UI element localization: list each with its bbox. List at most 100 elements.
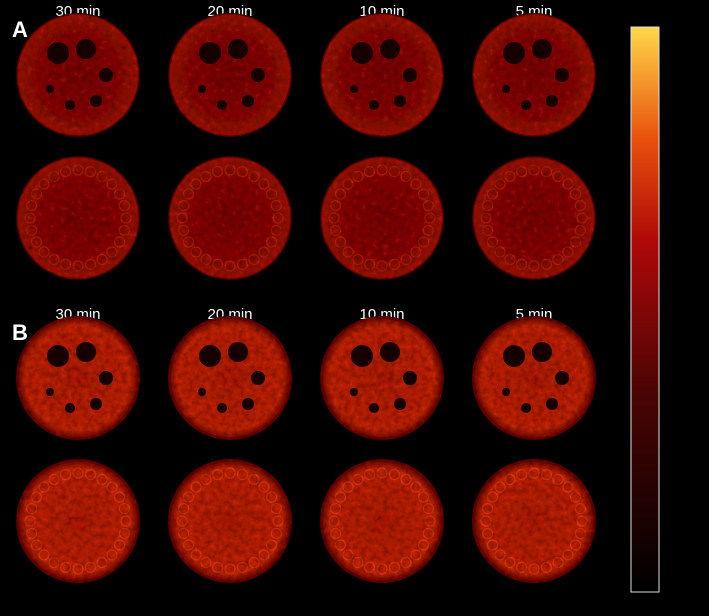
rod bbox=[424, 212, 436, 224]
rod bbox=[106, 246, 118, 258]
cold-spot bbox=[198, 388, 206, 396]
rod bbox=[272, 212, 284, 224]
phantom-disc bbox=[16, 156, 140, 280]
cold-spot bbox=[502, 388, 510, 396]
rod bbox=[106, 481, 118, 493]
panel-letter: B bbox=[12, 320, 28, 345]
rod bbox=[504, 170, 516, 183]
phantom-image bbox=[168, 316, 292, 440]
rod bbox=[211, 469, 224, 481]
rod bbox=[540, 469, 553, 481]
rod bbox=[417, 539, 430, 551]
rod bbox=[486, 491, 499, 503]
rod bbox=[113, 188, 126, 200]
cold-spot bbox=[99, 371, 113, 385]
rod bbox=[24, 212, 36, 224]
rod bbox=[342, 178, 354, 190]
rod bbox=[494, 246, 506, 258]
phantom-image bbox=[168, 13, 292, 137]
rod bbox=[26, 527, 38, 540]
rod bbox=[552, 473, 564, 486]
cold-spot bbox=[351, 345, 373, 367]
cold-spot bbox=[380, 342, 400, 362]
rod bbox=[504, 556, 516, 569]
cold-spot bbox=[217, 403, 227, 413]
cold-spot bbox=[546, 398, 558, 410]
rod bbox=[178, 224, 190, 237]
rod bbox=[265, 236, 278, 248]
rod bbox=[72, 563, 84, 575]
rod bbox=[352, 253, 364, 266]
cold-spot bbox=[351, 42, 373, 64]
rod bbox=[480, 212, 492, 224]
rod bbox=[352, 473, 364, 486]
rod bbox=[342, 246, 354, 258]
rod bbox=[562, 246, 574, 258]
phantom-disc bbox=[16, 316, 140, 440]
cold-spot bbox=[532, 342, 552, 362]
rod bbox=[574, 502, 586, 515]
rod bbox=[388, 166, 401, 178]
rod bbox=[84, 469, 97, 481]
rod bbox=[72, 260, 84, 272]
cold-spot bbox=[217, 100, 227, 110]
rod bbox=[272, 515, 284, 527]
rod bbox=[422, 527, 434, 540]
rod bbox=[113, 491, 126, 503]
rod bbox=[334, 236, 347, 248]
cold-spot bbox=[199, 42, 221, 64]
rod bbox=[270, 199, 282, 212]
rod bbox=[96, 556, 108, 569]
phantom-image bbox=[16, 156, 140, 280]
rod bbox=[26, 199, 38, 212]
cold-spot bbox=[403, 68, 417, 82]
rod bbox=[330, 502, 342, 515]
phantom-disc bbox=[16, 13, 140, 137]
rod bbox=[24, 515, 36, 527]
rod bbox=[59, 166, 72, 178]
rod bbox=[96, 473, 108, 486]
phantom-image bbox=[320, 316, 444, 440]
rod bbox=[38, 549, 50, 561]
rod bbox=[182, 236, 195, 248]
rod bbox=[422, 502, 434, 515]
rod bbox=[211, 258, 224, 270]
rod bbox=[482, 224, 494, 237]
rod bbox=[422, 224, 434, 237]
rod bbox=[376, 260, 388, 272]
panel-letter: A bbox=[12, 17, 28, 42]
phantom-image bbox=[320, 156, 444, 280]
phantom-image bbox=[472, 156, 596, 280]
rod bbox=[417, 188, 430, 200]
rod bbox=[30, 188, 43, 200]
rod bbox=[574, 199, 586, 212]
rod bbox=[528, 164, 540, 176]
phantom-image bbox=[16, 459, 140, 583]
rod bbox=[200, 170, 212, 183]
rod bbox=[334, 539, 347, 551]
rod bbox=[178, 199, 190, 212]
rod bbox=[334, 491, 347, 503]
rod bbox=[96, 170, 108, 183]
rod bbox=[236, 561, 249, 573]
rod bbox=[176, 515, 188, 527]
rod bbox=[178, 527, 190, 540]
rod bbox=[26, 224, 38, 237]
cold-spot bbox=[521, 403, 531, 413]
rod bbox=[330, 224, 342, 237]
cold-spot bbox=[76, 342, 96, 362]
rod bbox=[482, 502, 494, 515]
rod bbox=[486, 236, 499, 248]
rod bbox=[562, 481, 574, 493]
rod bbox=[334, 188, 347, 200]
rod bbox=[236, 469, 249, 481]
rod bbox=[38, 178, 50, 190]
rod bbox=[182, 491, 195, 503]
cold-spot bbox=[546, 95, 558, 107]
rod bbox=[410, 178, 422, 190]
cold-spot bbox=[369, 100, 379, 110]
rod bbox=[515, 561, 528, 573]
rod bbox=[30, 539, 43, 551]
